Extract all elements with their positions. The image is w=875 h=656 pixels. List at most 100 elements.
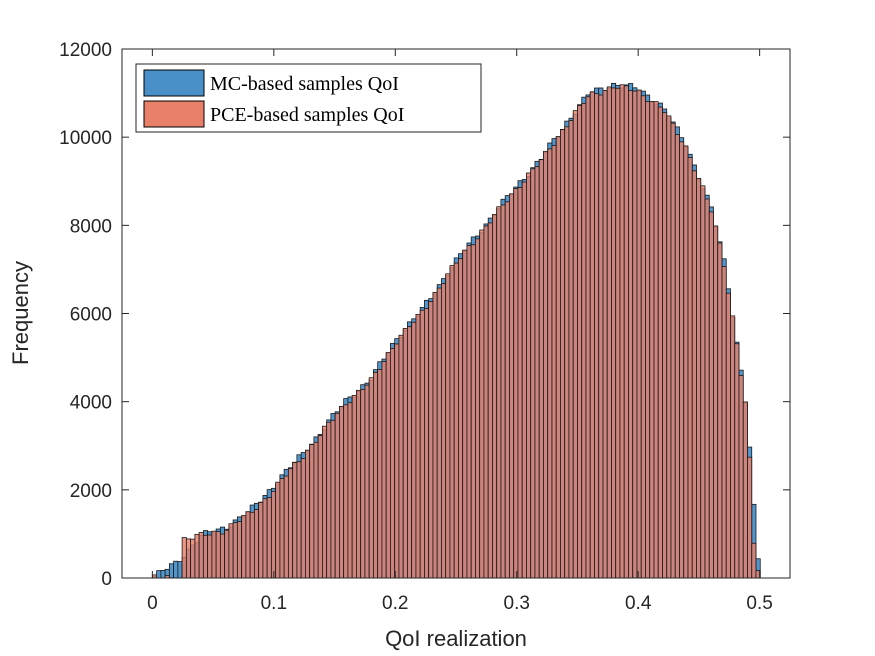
pce-bar [500,204,506,579]
pce-bar [194,533,200,579]
mc-bar [160,570,166,579]
x-tick-label: 0.2 [382,593,408,614]
pce-bar [543,150,549,579]
pce-bar [321,425,328,579]
pce-bar [436,287,442,579]
mc-bar [177,561,183,579]
pce-bar [449,265,455,579]
x-tick-label: 0.4 [625,593,652,614]
pce-bar [458,258,464,579]
y-tick-label: 0 [101,569,112,590]
legend-swatch-pce [143,100,205,128]
pce-bar [394,343,400,579]
pce-bar [551,145,557,579]
legend-label-mc: MC-based samples QoI [210,73,399,95]
pce-bar [623,85,629,579]
mc-bar [168,563,175,579]
pce-bar [364,384,370,579]
pce-bar [300,458,306,579]
y-axis-label: Frequency [8,261,33,365]
pce-bar [649,101,655,579]
pce-bar [730,315,736,579]
pce-bar [445,273,451,579]
pce-bar [700,185,706,579]
pce-bar [334,412,340,579]
pce-bar [611,87,617,579]
pce-bar [526,172,532,579]
pce-bar [487,222,493,579]
pce-bar [249,511,255,579]
pce-bar [215,531,221,579]
pce-bar [662,112,668,579]
pce-bar [547,148,553,579]
pce-bar [381,361,387,579]
pce-bar [674,134,680,579]
pce-bar [696,177,702,579]
pce-bar [236,521,243,579]
pce-bar [534,166,540,579]
pce-bar [309,444,315,579]
pce-bar [521,181,527,579]
pce-bar [572,110,578,579]
pce-bar [602,90,608,579]
pce-bar [530,168,536,579]
pce-bar [721,266,727,579]
pce-bar [241,515,247,579]
pce-bar [275,481,281,579]
mc-bar [173,560,179,579]
pce-bar [717,242,723,579]
pce-bar [640,95,646,579]
pce-bar [373,371,379,579]
pce-bar [283,475,289,579]
y-tick-label: 10000 [59,128,112,149]
pce-bar [747,456,753,579]
pce-bar [181,537,187,579]
pce-bar [270,490,277,579]
pce-bar [338,406,345,579]
pce-bar [190,538,196,579]
pce-bar [564,126,570,579]
x-tick-label: 0.3 [504,593,530,614]
pce-bar [428,301,434,579]
pce-bar [645,101,651,579]
pce-bar [513,188,519,579]
pce-bar [496,206,502,579]
pce-bar [207,534,213,579]
pce-bar [415,313,421,579]
pce-bar [742,401,748,579]
mc-bar [156,570,162,579]
pce-bar [657,106,663,579]
pce-bar [453,262,459,579]
y-axis-ticks: 0 2000 4000 6000 8000 10000 12000 [59,40,790,590]
pce-bar [377,369,383,579]
pce-bar [330,419,336,579]
pce-bar [632,90,638,579]
x-tick-label: 0.5 [746,593,772,614]
pce-bar [538,159,544,579]
pce-bar [356,389,362,579]
pce-bar [224,529,230,579]
pce-bar [594,93,600,579]
pce-bar [628,90,634,579]
pce-bar [185,538,192,579]
pce-bar [598,94,604,579]
pce-bar [704,198,710,579]
y-tick-label: 2000 [70,481,112,502]
pce-bar [504,201,510,579]
pce-bar [653,101,659,579]
pce-bar [679,141,685,579]
pce-bar [407,326,413,579]
legend-swatch-mc [143,69,205,97]
pce-bar [475,238,481,579]
pce-bar [479,229,485,579]
pce-bar [666,115,672,579]
x-tick-label: 0 [147,593,158,614]
pce-bar [245,511,251,579]
pce-bar [568,120,574,579]
pce-bar [615,87,621,579]
pce-bar [419,309,425,579]
pce-bar [279,478,285,579]
pce-bar [313,441,319,579]
pce-bar [292,462,298,579]
